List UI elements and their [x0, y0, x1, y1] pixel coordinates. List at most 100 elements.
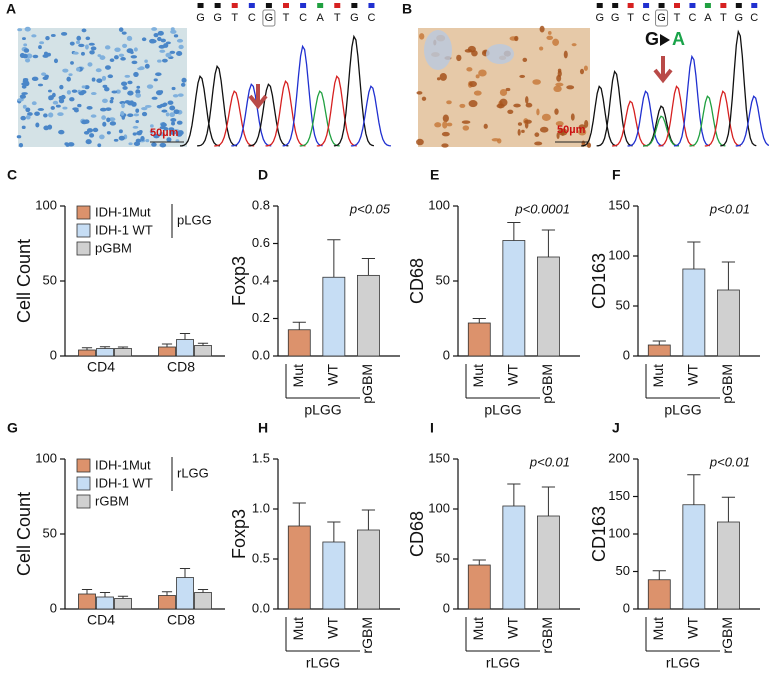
nucleus	[106, 117, 111, 123]
stained-cell	[539, 25, 545, 33]
error-bar	[197, 589, 209, 593]
stained-cell	[468, 81, 477, 88]
panel-label: B	[402, 1, 412, 17]
nucleus	[163, 43, 169, 48]
highlight-box	[262, 9, 276, 27]
x-tick-label: pGBM	[539, 364, 555, 404]
nucleus	[53, 58, 59, 64]
x-tick-label: WT	[505, 617, 521, 639]
trace-peak	[282, 44, 323, 147]
stained-cell	[441, 131, 450, 137]
y-tick-label: 0.6	[252, 235, 270, 250]
nucleus	[76, 67, 81, 72]
bar	[78, 593, 96, 610]
nucleus	[105, 107, 112, 111]
nucleus	[86, 105, 93, 110]
y-tick-label: 200	[608, 450, 630, 465]
nucleus	[137, 67, 144, 71]
y-axis-title: Foxp3	[229, 509, 249, 559]
stained-cell	[517, 122, 523, 126]
nucleus	[173, 34, 179, 38]
stained-cell	[442, 121, 448, 129]
x-tick-label: CD4	[87, 359, 115, 375]
nucleus	[153, 78, 158, 82]
nucleus	[90, 46, 97, 51]
error-bar	[179, 333, 191, 340]
nucleus	[22, 53, 28, 59]
base-letter: G	[350, 12, 359, 24]
nucleus	[150, 39, 157, 44]
scale-label: 50µm	[557, 124, 586, 136]
stained-cell	[563, 50, 568, 59]
legend-swatch	[76, 241, 91, 256]
nucleus	[108, 117, 116, 122]
nucleus	[176, 50, 183, 57]
nucleus	[121, 31, 127, 35]
bar	[114, 598, 132, 610]
x-tick-label: Mut	[650, 617, 666, 640]
stained-cell	[496, 103, 505, 109]
stained-cell	[499, 89, 508, 96]
nucleus	[31, 101, 37, 106]
nucleus	[24, 58, 31, 63]
y-tick-label: 150	[608, 197, 630, 212]
legend-group-label: rLGG	[177, 465, 209, 480]
y-tick-label: 1.0	[252, 500, 270, 515]
nucleus	[97, 143, 102, 148]
p-value: p<0.0001	[514, 201, 570, 216]
bar	[287, 329, 311, 357]
y-tick-label: 0.0	[252, 347, 270, 362]
legend-label: IDH-1Mut	[95, 457, 151, 472]
legend-swatch	[76, 458, 91, 473]
nucleus	[101, 75, 107, 81]
bar	[78, 349, 96, 357]
stained-cell	[446, 122, 453, 127]
stained-cell	[521, 129, 525, 133]
nucleus	[118, 129, 123, 134]
nucleus	[122, 43, 128, 48]
nucleus	[86, 128, 94, 133]
stained-cell	[505, 87, 511, 92]
nucleus	[176, 38, 184, 43]
y-axis-title: CD163	[589, 506, 609, 562]
stained-cells	[416, 25, 592, 148]
base-marker	[231, 3, 238, 8]
nucleus	[131, 60, 138, 65]
nucleus	[115, 89, 121, 94]
base-letter: G	[735, 12, 744, 24]
legend-swatch	[76, 476, 91, 491]
stained-cell	[519, 74, 526, 78]
nucleus	[16, 135, 22, 139]
x-tick-label: Mut	[470, 617, 486, 640]
base-letter: G	[611, 12, 620, 24]
bar	[176, 339, 194, 357]
trace-peak	[689, 95, 726, 147]
stained-cell	[555, 121, 564, 127]
legend-label: pGBM	[95, 240, 132, 255]
nucleus	[25, 114, 31, 120]
stained-cell	[561, 131, 565, 136]
nucleus	[144, 59, 148, 63]
y-tick-label: 0.5	[252, 550, 270, 565]
error-bar	[687, 474, 701, 505]
trace-peak	[642, 105, 680, 147]
stained-cell	[554, 108, 559, 115]
base-letter: T	[627, 12, 634, 24]
nucleus	[50, 106, 55, 110]
stained-cell	[578, 128, 587, 136]
stained-cell	[436, 77, 441, 81]
p-value: p<0.01	[709, 201, 750, 216]
y-tick-label: 150	[428, 450, 450, 465]
nucleus	[102, 98, 108, 104]
nucleus	[128, 142, 133, 146]
nucleus	[39, 41, 45, 45]
y-tick-label: 50	[43, 525, 57, 540]
nucleus	[35, 122, 40, 128]
bar	[537, 256, 560, 357]
error-bar	[81, 589, 93, 594]
trace-peak	[704, 90, 741, 147]
stained-cell	[557, 70, 562, 78]
error-bar	[327, 521, 341, 542]
base-letter: G	[196, 12, 205, 24]
error-bar	[507, 222, 521, 241]
